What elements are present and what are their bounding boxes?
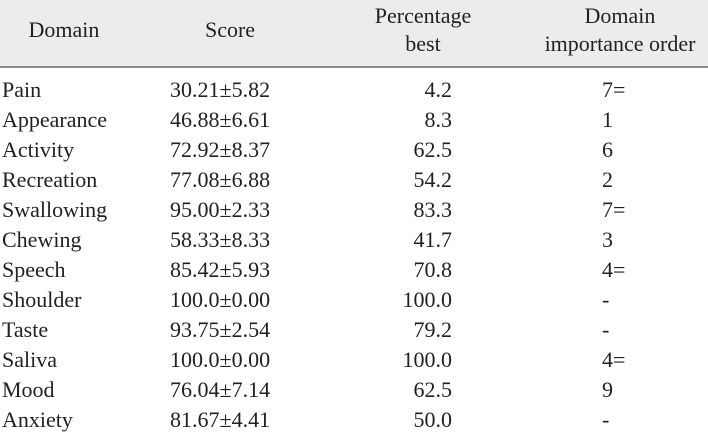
- cell-score: 72.92±8.37: [170, 137, 271, 162]
- table-row: Mood 76.04±7.14 62.5 9: [0, 375, 708, 405]
- table-row: Saliva 100.0±0.00 100.0 4=: [0, 345, 708, 375]
- cell-domain: Anxiety: [2, 407, 73, 432]
- cell-score: 58.33±8.33: [170, 227, 271, 252]
- table-row: Appearance 46.88±6.61 8.3 1: [0, 105, 708, 135]
- cell-score: 76.04±7.14: [170, 377, 271, 402]
- cell-importance-order: 2: [602, 167, 613, 192]
- cell-importance-order: -: [602, 287, 610, 312]
- cell-domain: Taste: [2, 317, 49, 342]
- cell-score: 95.00±2.33: [170, 197, 271, 222]
- cell-importance-order: 3: [602, 227, 613, 252]
- cell-importance-order: 4=: [602, 347, 626, 372]
- cell-score: 93.75±2.54: [170, 317, 271, 342]
- table-row: Shoulder 100.0±0.00 100.0 -: [0, 285, 708, 315]
- table-row: Taste 93.75±2.54 79.2 -: [0, 315, 708, 345]
- cell-score: 46.88±6.61: [170, 107, 271, 132]
- cell-percentage-best: 8.3: [424, 107, 453, 132]
- cell-percentage-best: 54.2: [413, 167, 453, 192]
- cell-domain: Shoulder: [2, 287, 82, 312]
- table-row: Swallowing 95.00±2.33 83.3 7=: [0, 195, 708, 225]
- cell-score: 100.0±0.00: [170, 347, 271, 372]
- header-line: Domain: [584, 3, 656, 28]
- cell-importance-order: 1: [602, 107, 613, 132]
- cell-importance-order: 6: [602, 137, 613, 162]
- cell-percentage-best: 50.0: [413, 407, 453, 432]
- header-percentage-best: Percentage best: [350, 2, 496, 58]
- header-importance-order: Domain importance order: [530, 2, 708, 58]
- table-body: Pain 30.21±5.82 4.2 7= Appearance 46.88±6.61 8…: [0, 75, 708, 435]
- cell-domain: Chewing: [2, 227, 82, 252]
- table-row: Speech 85.42±5.93 70.8 4=: [0, 255, 708, 285]
- header-line: Percentage: [374, 3, 472, 28]
- table-row: Pain 30.21±5.82 4.2 7=: [0, 75, 708, 105]
- cell-percentage-best: 62.5: [413, 377, 453, 402]
- cell-domain: Speech: [2, 257, 66, 282]
- cell-domain: Recreation: [2, 167, 98, 192]
- cell-score: 77.08±6.88: [170, 167, 271, 192]
- table-row: Recreation 77.08±6.88 54.2 2: [0, 165, 708, 195]
- table-header: Domain Score Percentage best Domain impo…: [0, 0, 708, 68]
- header-line: best: [405, 31, 441, 56]
- cell-percentage-best: 100.0: [402, 287, 453, 312]
- cell-percentage-best: 41.7: [413, 227, 453, 252]
- cell-percentage-best: 62.5: [413, 137, 453, 162]
- cell-domain: Activity: [2, 137, 75, 162]
- cell-score: 30.21±5.82: [170, 77, 271, 102]
- cell-domain: Pain: [2, 77, 42, 102]
- cell-percentage-best: 4.2: [424, 77, 453, 102]
- cell-percentage-best: 83.3: [413, 197, 453, 222]
- cell-domain: Swallowing: [2, 197, 108, 222]
- header-line: importance order: [544, 31, 696, 56]
- cell-percentage-best: 79.2: [413, 317, 453, 342]
- header-domain: Domain: [28, 17, 100, 42]
- cell-importance-order: 7=: [602, 77, 626, 102]
- cell-score: 100.0±0.00: [170, 287, 271, 312]
- cell-domain: Saliva: [2, 347, 57, 372]
- cell-domain: Mood: [2, 377, 55, 402]
- table-row: Anxiety 81.67±4.41 50.0 -: [0, 405, 708, 435]
- cell-percentage-best: 70.8: [413, 257, 453, 282]
- table-row: Chewing 58.33±8.33 41.7 3: [0, 225, 708, 255]
- cell-importance-order: 9: [602, 377, 613, 402]
- cell-importance-order: 4=: [602, 257, 626, 282]
- cell-score: 85.42±5.93: [170, 257, 271, 282]
- cell-importance-order: -: [602, 407, 610, 432]
- cell-importance-order: -: [602, 317, 610, 342]
- cell-percentage-best: 100.0: [402, 347, 453, 372]
- cell-score: 81.67±4.41: [170, 407, 271, 432]
- header-score: Score: [204, 17, 256, 42]
- cell-importance-order: 7=: [602, 197, 626, 222]
- cell-domain: Appearance: [2, 107, 108, 132]
- table-row: Activity 72.92±8.37 62.5 6: [0, 135, 708, 165]
